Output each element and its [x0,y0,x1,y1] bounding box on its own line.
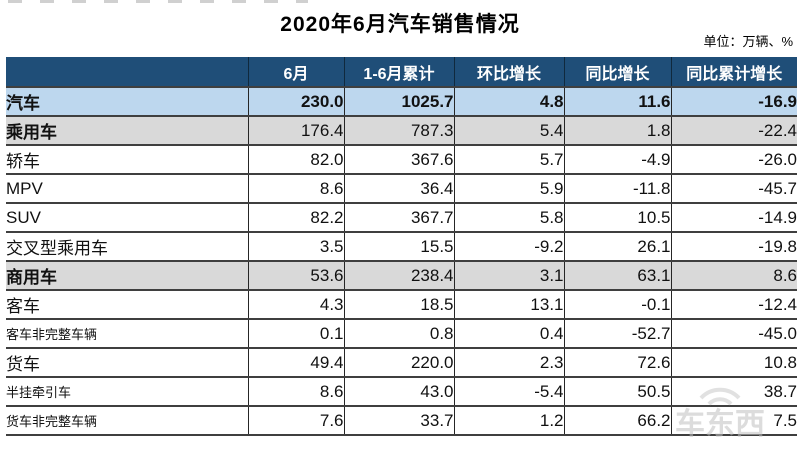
cell: 1025.7 [343,86,454,116]
cell: 5.8 [453,202,564,232]
row-label: 半挂牵引车 [6,376,248,406]
cell: 50.5 [563,376,671,406]
table-header-row: 6月 1-6月累计 环比增长 同比增长 同比累计增长 [6,57,797,87]
table-row: 货车 49.4 220.0 2.3 72.6 10.8 [6,347,797,377]
cell: 8.6 [247,173,344,203]
cell: -12.4 [670,289,797,319]
cell: 49.4 [247,347,344,377]
cell: 53.6 [247,260,344,290]
cell: 3.1 [453,260,564,290]
row-label: 货车 [6,347,248,377]
cell: 7.6 [247,405,344,435]
cell: 18.5 [343,289,454,319]
table-row: 客车 4.3 18.5 13.1 -0.1 -12.4 [6,289,797,319]
row-label: MPV [6,173,248,203]
cropped-text-artifact [8,0,308,3]
cell: 230.0 [247,86,344,116]
row-label: 货车非完整车辆 [6,405,248,435]
table-row: SUV 82.2 367.7 5.8 10.5 -14.9 [6,202,797,232]
header-cell-cumulative: 1-6月累计 [343,57,454,87]
cell: 15.5 [343,231,454,261]
row-label: 乘用车 [6,115,248,145]
table-row: MPV 8.6 36.4 5.9 -11.8 -45.7 [6,173,797,203]
cell: 10.8 [670,347,797,377]
header-cell-june: 6月 [247,57,344,87]
cell: 176.4 [247,115,344,145]
table-row: 商用车 53.6 238.4 3.1 63.1 8.6 [6,260,797,290]
cell: 0.8 [343,318,454,348]
row-label: 汽车 [6,86,248,116]
table-row: 客车非完整车辆 0.1 0.8 0.4 -52.7 -45.0 [6,318,797,348]
cell: 38.7 [670,376,797,406]
cell: 4.8 [453,86,564,116]
cell: -4.9 [563,144,671,174]
cell: 4.3 [247,289,344,319]
cell: 66.2 [563,405,671,435]
page-title: 2020年6月汽车销售情况 [280,13,520,36]
cell: 63.1 [563,260,671,290]
row-label: 商用车 [6,260,248,290]
table-row: 轿车 82.0 367.6 5.7 -4.9 -26.0 [6,144,797,174]
row-label: 轿车 [6,144,248,174]
cell: -0.1 [563,289,671,319]
row-label: 交叉型乘用车 [6,231,248,261]
cell: 82.2 [247,202,344,232]
table-row: 交叉型乘用车 3.5 15.5 -9.2 26.1 -19.8 [6,231,797,261]
cell: 11.6 [563,86,671,116]
table-row: 货车非完整车辆 7.6 33.7 1.2 66.2 7.5 [6,405,797,435]
cell: 72.6 [563,347,671,377]
cell: 367.6 [343,144,454,174]
cell: -52.7 [563,318,671,348]
cell: 10.5 [563,202,671,232]
cell: 5.4 [453,115,564,145]
cell: 2.3 [453,347,564,377]
table-row: 汽车 230.0 1025.7 4.8 11.6 -16.9 [6,86,797,116]
cell: 5.9 [453,173,564,203]
cell: 0.4 [453,318,564,348]
cell: -22.4 [670,115,797,145]
cell: 238.4 [343,260,454,290]
cell: -16.9 [670,86,797,116]
cell: 220.0 [343,347,454,377]
cell: -11.8 [563,173,671,203]
cell: -26.0 [670,144,797,174]
cell: 82.0 [247,144,344,174]
cell: 26.1 [563,231,671,261]
unit-note: 单位：万辆、% [703,34,793,49]
row-label: SUV [6,202,248,232]
sales-table: 6月 1-6月累计 环比增长 同比增长 同比累计增长 汽车 230.0 1025… [6,57,797,436]
table-row: 半挂牵引车 8.6 43.0 -5.4 50.5 38.7 [6,376,797,406]
cell: -14.9 [670,202,797,232]
row-label: 客车非完整车辆 [6,318,248,348]
cell: 367.7 [343,202,454,232]
row-label: 客车 [6,289,248,319]
cell: 43.0 [343,376,454,406]
table-row: 乘用车 176.4 787.3 5.4 1.8 -22.4 [6,115,797,145]
cell: 7.5 [670,405,797,435]
cell: 3.5 [247,231,344,261]
cell: 36.4 [343,173,454,203]
cell: 5.7 [453,144,564,174]
cell: -5.4 [453,376,564,406]
cell: 33.7 [343,405,454,435]
cell: 1.2 [453,405,564,435]
cell: -9.2 [453,231,564,261]
header-cell-yoy-growth: 同比增长 [563,57,671,87]
header-cell-label [6,57,248,87]
cell: 13.1 [453,289,564,319]
cell: 8.6 [670,260,797,290]
cell: -45.7 [670,173,797,203]
header-cell-yoy-cum-growth: 同比累计增长 [670,57,797,87]
cell: -19.8 [670,231,797,261]
cell: 0.1 [247,318,344,348]
header-cell-mom-growth: 环比增长 [453,57,564,87]
cell: 1.8 [563,115,671,145]
cell: 787.3 [343,115,454,145]
cell: -45.0 [670,318,797,348]
cell: 8.6 [247,376,344,406]
